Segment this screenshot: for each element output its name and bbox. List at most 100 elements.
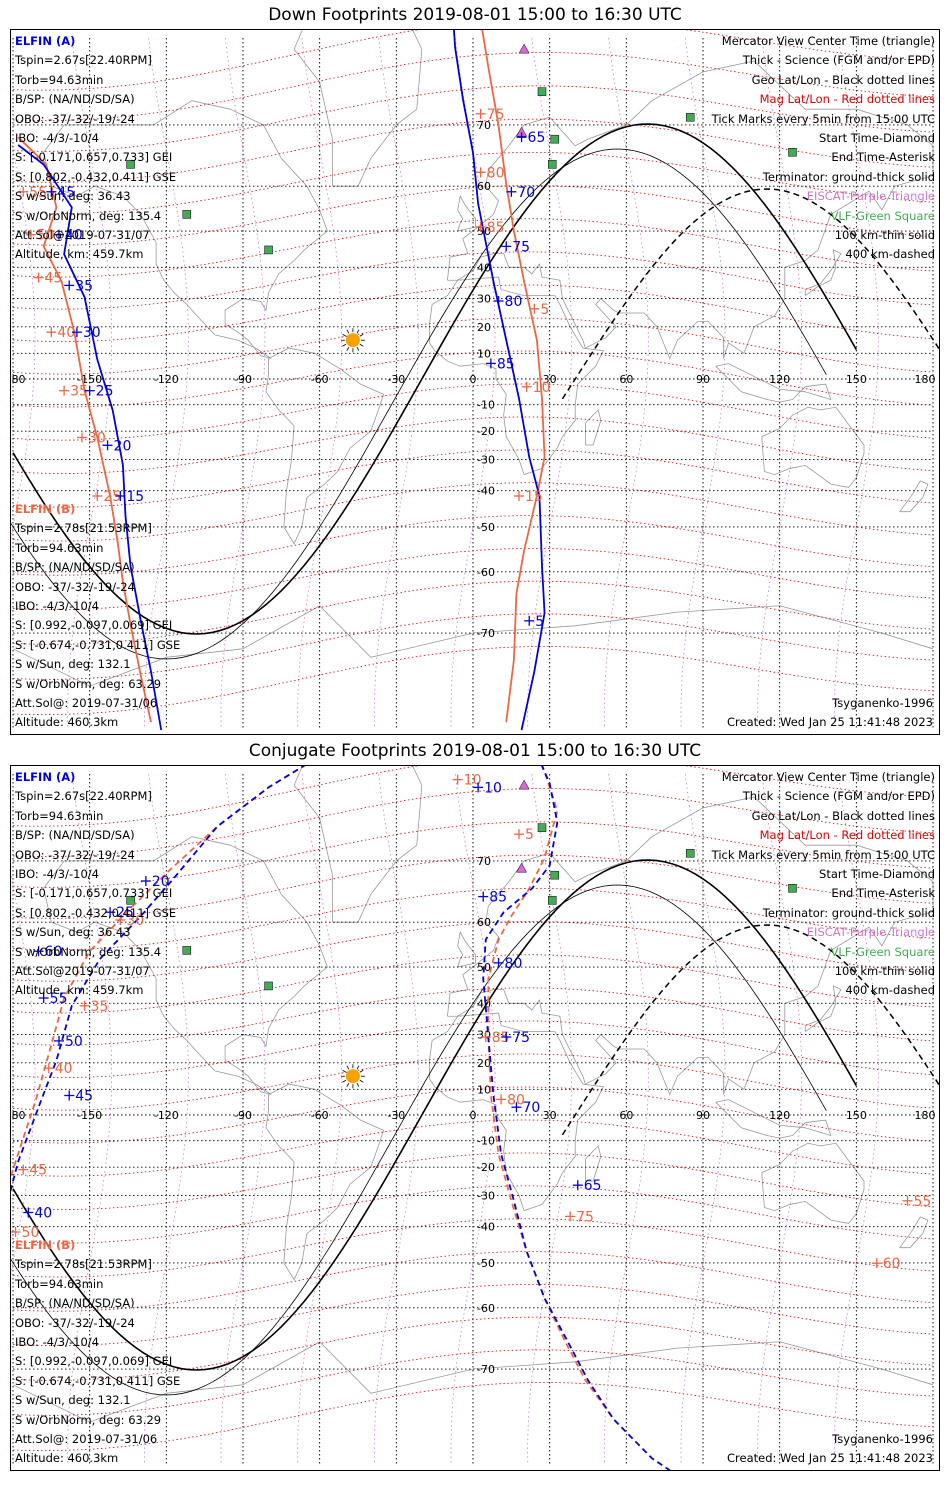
coastline-north_america [43,836,328,1095]
lon-tick-label: 150 [846,373,867,386]
sun-ray [342,1079,347,1083]
mag-parallel [12,987,934,1046]
mag-meridian [143,37,189,729]
coastline-antarctica_edge [12,1341,934,1423]
mag-meridian [220,773,266,1465]
lon-tick-label: 60 [619,1109,633,1122]
elfin-a-line: Tspin=2.67s[22.40RPM] [15,53,152,68]
sun-ray [342,343,347,347]
lon-tick-label: 180 [915,1109,936,1122]
elfin-a-tick-label: 75 [512,239,530,255]
lat-tick-label: -40 [477,485,495,498]
elfin-b-line: IBO: -4/3/-10/4 [15,1335,99,1350]
vlf-square-icon [547,896,557,905]
mag-meridian [450,37,496,729]
legend-start: Start Time-Diamond [819,867,935,882]
lon-tick-label: 0 [470,1109,477,1122]
lat-tick-label: -30 [477,1189,495,1202]
elfin-a-info: ELFIN (A) Tspin=2.67s[22.40RPM] Torb=94.… [15,32,176,265]
mag-meridian [603,773,649,1465]
elfin-a-track [453,30,546,731]
mag-meridian [67,37,113,729]
coastline-indonesia [715,1099,832,1139]
vlf-square-icon [182,946,192,955]
mag-parallel [12,317,934,375]
elfin-b-tick-label: 75 [487,107,505,123]
elfin-b-tick-label: 40 [55,1061,73,1077]
lat-tick-label: 40 [477,261,491,274]
lon-tick-label: -120 [154,373,179,386]
lat-tick-label: -20 [477,1161,495,1174]
vlf-square-icon [126,160,135,169]
coastline-eurasia [447,60,934,360]
elfin-b-line: OBO: -37/-32/-19/-24 [15,579,135,594]
vlf-square-icon [788,148,797,157]
lon-tick-label: 150 [846,1109,867,1122]
mag-parallel [12,118,934,183]
elfin-b-line: S: [0.992,-0.097,0.069] GEI [15,618,173,633]
elfin-b-tick-label: 85 [487,220,505,236]
legend-100km: 100 km-thin solid [834,228,935,243]
elfin-b-line: Torb=94.63min [15,1276,104,1291]
legend-tick-marks: Tick Marks every 5min from 15:00 UTC [711,847,935,862]
lat-tick-label: -60 [477,566,495,579]
eiscat-triangle-icon [516,862,527,873]
lat-tick-label: -20 [477,425,495,438]
elfin-a-tick-label: 80 [505,956,523,972]
elfin-a-info: ELFIN (A) Tspin=2.67s[22.40RPM] Torb=94.… [15,768,176,1001]
elfin-a-tick-label: 40 [65,228,83,244]
lat-tick-label: -50 [477,521,495,534]
mag-meridian [373,773,419,1465]
coastline-south_america [265,347,385,545]
elfin-a-line: Att.Sol@2019-07-31/07 [15,228,150,243]
elfin-b-tick-label: 10 [464,773,482,789]
coastline-australia [761,406,865,488]
elfin-b-info: ELFIN (B) Tspin=2.78s[21.53RPM] Torb=94.… [15,1236,180,1469]
lat-tick-label: 20 [477,321,491,334]
vlf-square-icon [182,210,192,219]
mag-parallel [12,416,934,474]
elfin-b-line: S: [-0.674,-0.731,0.411] GSE [15,637,181,652]
map-frame-conjugate: -180 -150 -120 -90 -60 -30 0 30 60 90 120 150 180 70 6… [10,765,940,1471]
legend-center-time: Mercator View Center Time (triangle) [721,770,935,784]
elfin-a-line: IBO: -4/3/-10/4 [15,131,99,146]
vlf-square-icon [264,245,273,255]
mag-parallel [12,887,934,951]
sun-ray [356,1082,360,1087]
lat-tick-label: 20 [477,1057,491,1070]
mag-meridian [757,37,803,729]
vlf-square-icon [537,823,547,832]
lat-tick-label: 10 [477,1083,491,1096]
elfin-b-track [17,136,152,723]
mag-meridian [680,773,726,1465]
elfin-b-tick-label: 80 [487,165,505,181]
legend-eiscat: EISCAT-Purple Triangle [806,189,935,204]
sun-icon [345,1069,360,1084]
elfin-b-tick-label: 30 [126,913,144,929]
mag-parallel [12,1119,934,1177]
elfin-a-tick-label: 10 [484,780,502,796]
elfin-a-line: B/SP: (NA/ND/SD/SA) [15,92,135,107]
mag-meridian [833,773,879,1465]
mag-parallel [12,1283,934,1347]
eiscat-triangle-icon [518,779,530,790]
legend-end: End Time-Asterisk [831,886,935,901]
coastline-uk [457,930,476,968]
elfin-b-line: B/SP: (NA/ND/SD/SA) [15,560,135,575]
coastline-south_america [265,1083,385,1281]
elfin-a-tick-label: 70 [517,185,535,201]
coastline-africa [429,1012,604,1212]
mag-meridian [680,37,726,729]
legend-tick-marks: Tick Marks every 5min from 15:00 UTC [711,111,935,126]
elfin-a-tick-label: 20 [114,438,132,454]
lon-tick-label: -150 [77,1109,102,1122]
vlf-square-icon [685,848,695,858]
sun-ray [342,1069,347,1073]
elfin-a-tick-label: 55 [50,991,68,1007]
legend: Mercator View Center Time (triangle) Thi… [712,768,935,1001]
lat-tick-label: -60 [477,1302,495,1315]
mag-parallel [12,383,934,441]
elfin-b-tick-label: 30 [88,431,106,447]
mag-parallel [12,954,934,1014]
elfin-a-line: S w/OrbNorm, deg: 135.4 [15,208,162,223]
